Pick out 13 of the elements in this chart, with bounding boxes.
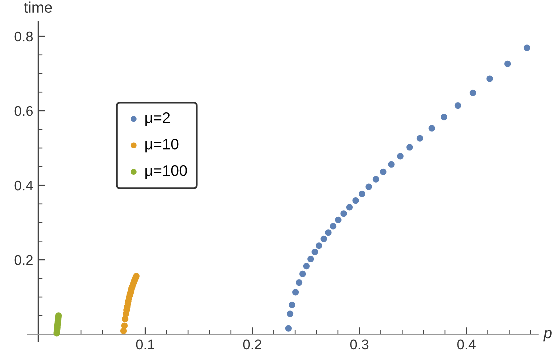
y-axis-title: time bbox=[24, 2, 52, 14]
x-tick-label: 0.2 bbox=[243, 340, 262, 350]
y-tick-label: 0.8 bbox=[14, 32, 33, 42]
y-tick-label: 0.2 bbox=[14, 255, 33, 266]
x-tick-label: 0.4 bbox=[458, 340, 476, 350]
y-tick-label: 0.4 bbox=[14, 180, 34, 191]
x-tick-label: 0.3 bbox=[350, 340, 369, 350]
legend-label: μ=100 bbox=[146, 165, 188, 180]
legend-label: μ=10 bbox=[146, 138, 179, 153]
x-axis-title: p bbox=[544, 330, 552, 342]
y-tick-label: 0.6 bbox=[14, 106, 33, 116]
legend-label: μ=2 bbox=[146, 112, 170, 126]
x-tick-label: 0.1 bbox=[136, 340, 154, 350]
